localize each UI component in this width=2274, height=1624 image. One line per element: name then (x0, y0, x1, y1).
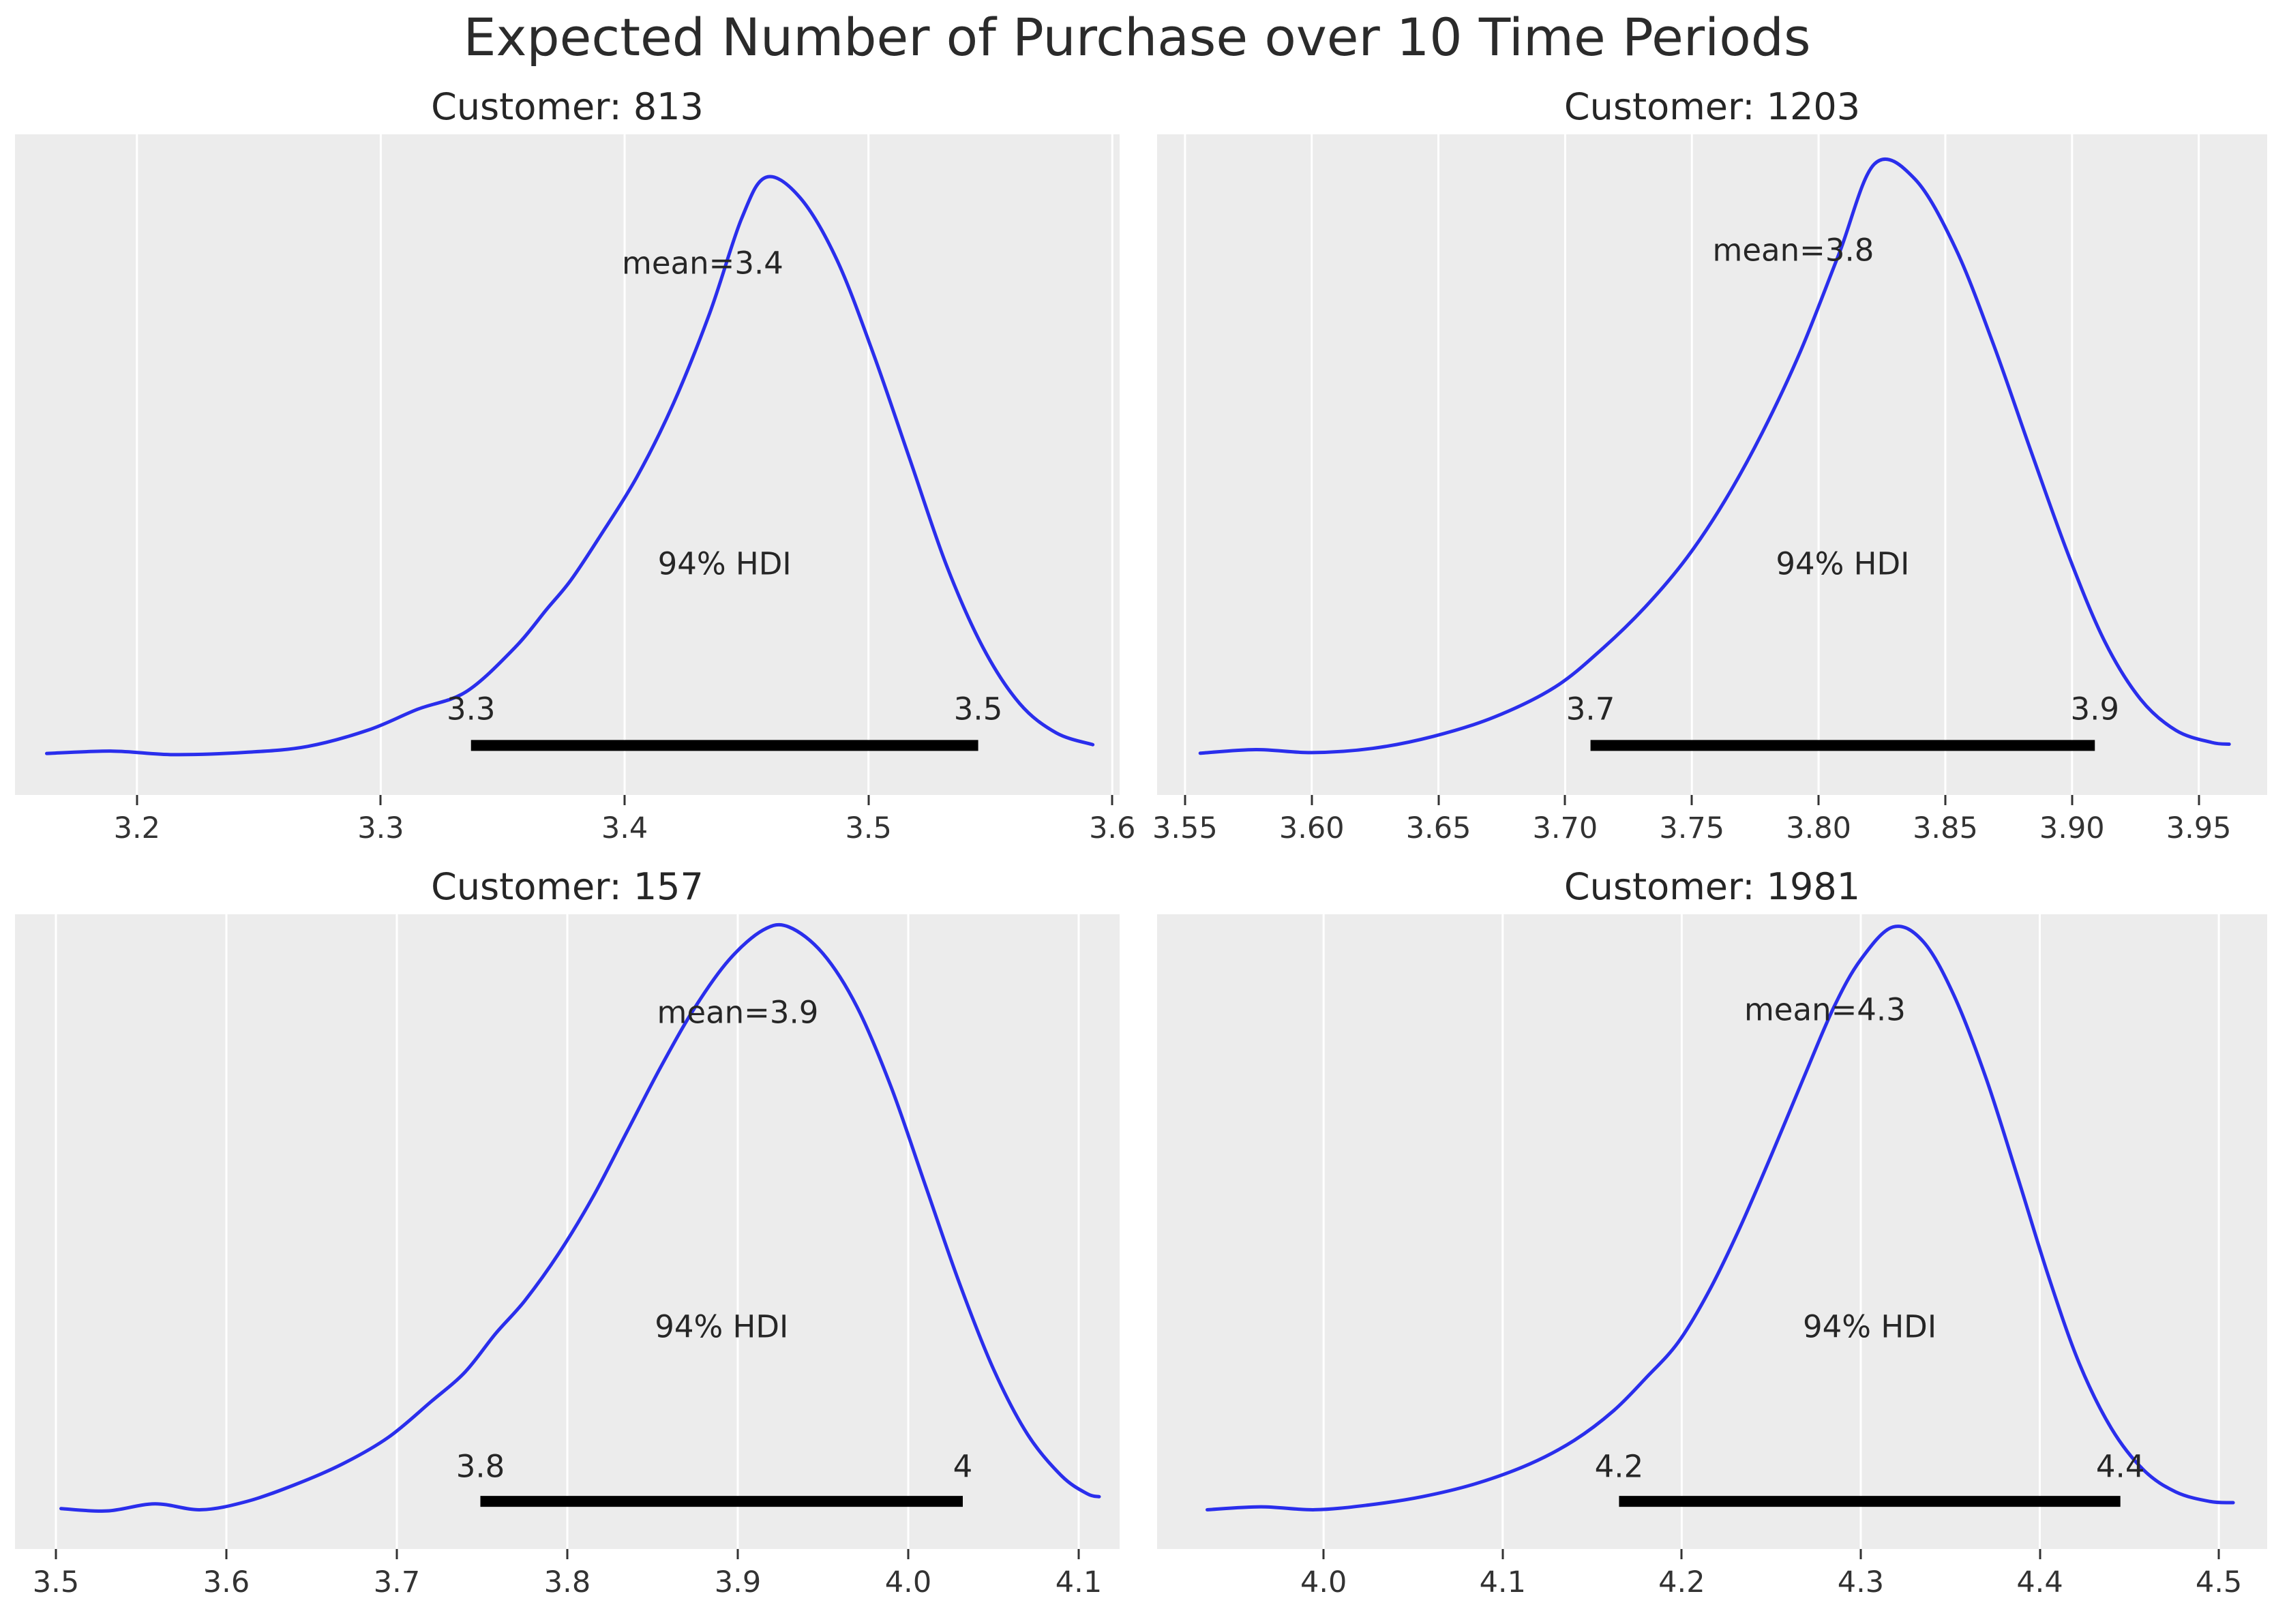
x-tick-mark (1184, 795, 1186, 805)
mean-label: mean=3.9 (657, 994, 819, 1031)
x-tick-label: 3.60 (1278, 811, 1345, 845)
x-tick-mark (907, 1549, 910, 1559)
x-tick-mark (55, 1549, 57, 1559)
x-tick-label: 3.70 (1532, 811, 1598, 845)
hdi-bound-label-left: 3.3 (446, 691, 496, 727)
hdi-bound-label-left: 3.8 (455, 1448, 505, 1485)
plot-area: mean=3.4 94% HDI 3.3 3.5 (15, 134, 1120, 795)
x-tick-mark (225, 1549, 228, 1559)
x-tick-mark (1817, 795, 1820, 805)
x-tick-mark (1311, 795, 1313, 805)
hdi-label: 94% HDI (657, 545, 792, 582)
mean-label: mean=3.4 (622, 245, 783, 282)
x-tick-mark (867, 795, 870, 805)
x-tick-label: 4.3 (1837, 1565, 1885, 1599)
hdi-bound-label-right: 3.9 (2070, 691, 2120, 727)
x-tick-label: 3.75 (1659, 811, 1725, 845)
x-tick-mark (1680, 1549, 1683, 1559)
x-tick-mark (2217, 1549, 2220, 1559)
x-tick-mark (1564, 795, 1566, 805)
x-tick-mark (566, 1549, 569, 1559)
hdi-bound-label-right: 3.5 (953, 691, 1003, 727)
x-tick-mark (2039, 1549, 2041, 1559)
hdi-bound-label-left: 4.2 (1594, 1448, 1644, 1485)
hdi-bound-label-left: 3.7 (1566, 691, 1615, 727)
subplot-customer-1203: Customer: 1203 mean=3.8 94% HDI 3.7 3.9 3.55 3… (1152, 85, 2267, 870)
x-tick-label: 3.90 (2039, 811, 2105, 845)
mean-label: mean=3.8 (1712, 232, 1874, 269)
figure-title: Expected Number of Purchase over 10 Time… (463, 7, 1811, 67)
x-tick-mark (136, 795, 138, 805)
x-tick-mark (395, 1549, 398, 1559)
x-tick-label: 3.85 (1913, 811, 1978, 845)
x-tick-label: 3.8 (543, 1565, 591, 1599)
x-tick-mark (2198, 795, 2200, 805)
x-tick-label: 3.4 (601, 811, 648, 845)
hdi-bound-label-right: 4.4 (2095, 1448, 2145, 1485)
mean-label: mean=4.3 (1744, 991, 1906, 1028)
subplot-title: Customer: 157 (431, 865, 704, 908)
x-tick-mark (623, 795, 626, 805)
hdi-bound-label-right: 4 (953, 1448, 973, 1485)
x-tick-label: 3.7 (373, 1565, 421, 1599)
x-tick-mark (2071, 795, 2074, 805)
density-curve (44, 175, 1095, 757)
density-curve (59, 922, 1101, 1513)
hdi-label: 94% HDI (1776, 545, 1910, 582)
x-tick-mark (1690, 795, 1693, 805)
x-tick-label: 3.95 (2166, 811, 2232, 845)
x-tick-label: 3.55 (1152, 811, 1218, 845)
x-tick-label: 3.5 (845, 811, 892, 845)
x-tick-label: 3.65 (1405, 811, 1471, 845)
plot-canvas (55, 914, 1101, 1549)
x-tick-label: 3.9 (714, 1565, 762, 1599)
x-tick-mark (379, 795, 382, 805)
x-tick-label: 3.3 (357, 811, 404, 845)
x-tick-mark (736, 1549, 739, 1559)
density-curve (1206, 924, 2235, 1512)
plot-canvas (44, 134, 1113, 795)
x-tick-label: 3.5 (32, 1565, 80, 1599)
density-curve (1198, 157, 2231, 755)
hdi-label: 94% HDI (1803, 1308, 1937, 1345)
x-tick-mark (1077, 1549, 1080, 1559)
plot-area: mean=3.9 94% HDI 3.8 4 (15, 914, 1120, 1549)
x-tick-label: 4.4 (2016, 1565, 2063, 1599)
x-tick-label: 4.2 (1658, 1565, 1705, 1599)
plot-area: mean=3.8 94% HDI 3.7 3.9 (1157, 134, 2267, 795)
x-tick-label: 4.0 (1300, 1565, 1347, 1599)
x-tick-label: 4.1 (1055, 1565, 1103, 1599)
x-tick-mark (1111, 795, 1113, 805)
x-tick-mark (1944, 795, 1947, 805)
plot-area: mean=4.3 94% HDI 4.2 4.4 (1157, 914, 2267, 1549)
x-tick-mark (1437, 795, 1440, 805)
x-tick-label: 4.5 (2195, 1565, 2243, 1599)
x-tick-label: 3.2 (113, 811, 160, 845)
x-tick-label: 3.6 (1089, 811, 1136, 845)
x-tick-label: 3.6 (203, 1565, 250, 1599)
subplot-customer-813: Customer: 813 mean=3.4 94% HDI 3.3 3.5 3.2 3.3… (15, 85, 1135, 870)
x-tick-label: 4.0 (884, 1565, 932, 1599)
x-tick-mark (1859, 1549, 1862, 1559)
subplot-customer-157: Customer: 157 mean=3.9 94% HDI 3.8 4 3.5 3.6 3.… (15, 865, 1120, 1624)
subplot-title: Customer: 813 (431, 85, 704, 128)
x-tick-mark (1322, 1549, 1325, 1559)
subplot-customer-1981: Customer: 1981 mean=4.3 94% HDI 4.2 4.4 4.0 4.… (1157, 865, 2267, 1624)
plot-canvas (1184, 134, 2231, 795)
x-tick-label: 4.1 (1479, 1565, 1526, 1599)
x-tick-mark (1501, 1549, 1504, 1559)
subplot-title: Customer: 1203 (1564, 85, 1861, 128)
plot-canvas (1206, 914, 2235, 1549)
x-tick-label: 3.80 (1786, 811, 1851, 845)
hdi-label: 94% HDI (655, 1308, 789, 1345)
subplot-title: Customer: 1981 (1564, 865, 1861, 908)
